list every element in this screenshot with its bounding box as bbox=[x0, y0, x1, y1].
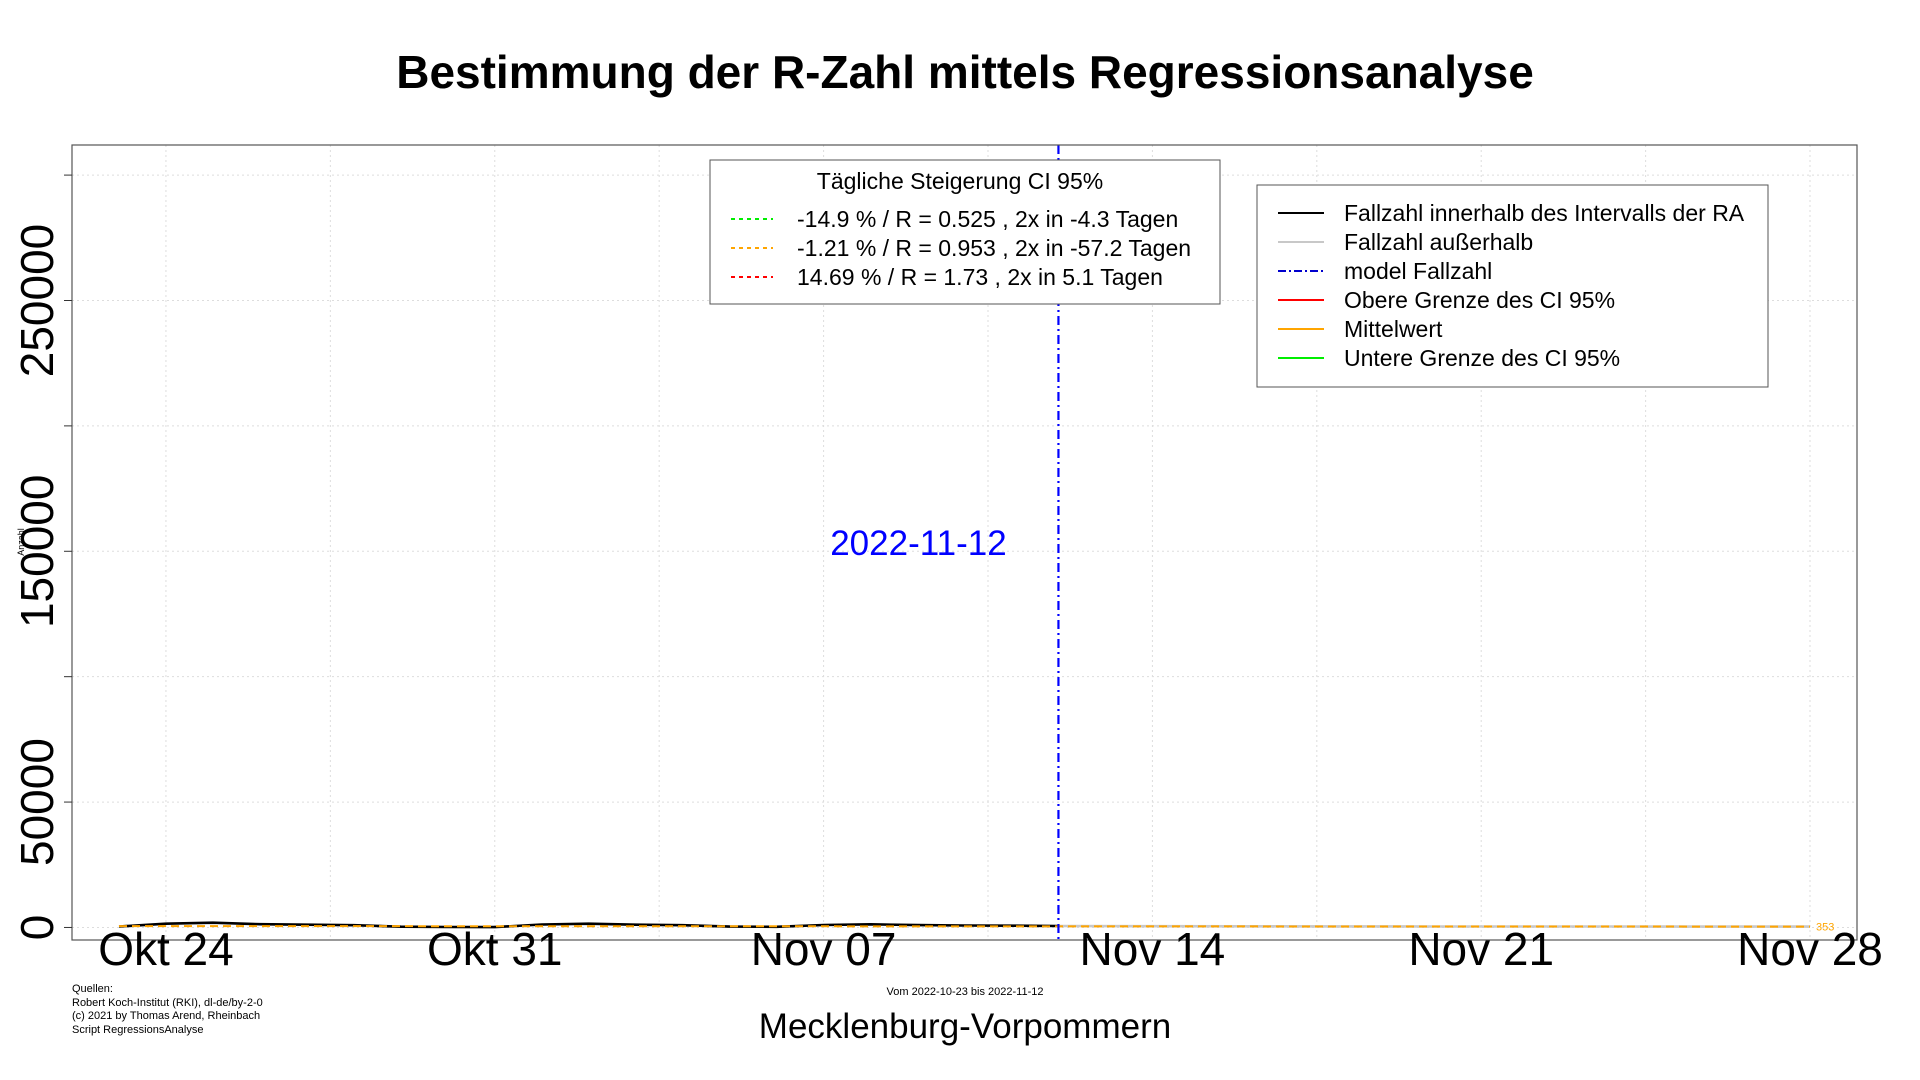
y-tick-label: 0 bbox=[11, 915, 63, 941]
sources-line: (c) 2021 by Thomas Arend, Rheinbach bbox=[72, 1010, 261, 1022]
ci-legend-entry-upper: 14.69 % / R = 1.73 , 2x in 5.1 Tagen bbox=[797, 264, 1163, 290]
ci-legend-box bbox=[709, 159, 1221, 305]
vline-layer: 2022-11-12 bbox=[830, 145, 1060, 940]
plot-frame bbox=[71, 144, 1858, 941]
y-tick-label: 150000 bbox=[11, 475, 63, 629]
date-range-caption: Vom 2022-10-23 bis 2022-11-12 bbox=[887, 986, 1044, 998]
legend-entry-mean: Mittelwert bbox=[1344, 316, 1443, 342]
legend-entry-outside: Fallzahl außerhalb bbox=[1344, 229, 1533, 255]
x-axis-label: Mecklenburg-Vorpommern bbox=[759, 1007, 1171, 1046]
ci-legend-entry-lower: -14.9 % / R = 0.525 , 2x in -4.3 Tagen bbox=[797, 206, 1178, 232]
sources-line: Quellen: bbox=[72, 983, 113, 995]
y-axis: 0 50000 150000 250000 bbox=[11, 174, 72, 941]
series-line bbox=[118, 921, 1059, 929]
x-tick-label: Nov 28 bbox=[1737, 923, 1883, 975]
legend-entry-lower: Untere Grenze des CI 95% bbox=[1344, 345, 1620, 371]
x-tick-label: Okt 31 bbox=[427, 923, 563, 975]
sources-line: Script RegressionsAnalyse bbox=[72, 1023, 204, 1036]
sources-note: Quellen: Robert Koch-Institut (RKI), dl-… bbox=[72, 983, 263, 1037]
x-tick-label: Nov 21 bbox=[1408, 923, 1554, 975]
sources-line: Robert Koch-Institut (RKI), dl-de/by-2-0 bbox=[72, 996, 263, 1009]
ci-legend: Tägliche Steigerung CI 95% -14.9 % / R =… bbox=[709, 159, 1221, 305]
y-tick-label: 250000 bbox=[11, 224, 63, 378]
series-legend: Fallzahl innerhalb des Intervalls der RA… bbox=[1256, 184, 1769, 388]
ci-legend-entry-mean: -1.21 % / R = 0.953 , 2x in -57.2 Tagen bbox=[797, 235, 1191, 261]
y-tick-label: 50000 bbox=[11, 738, 63, 866]
legend-entry-upper: Obere Grenze des CI 95% bbox=[1344, 287, 1615, 313]
x-tick-label: Nov 07 bbox=[751, 923, 897, 975]
series-legend-box bbox=[1256, 184, 1769, 388]
x-axis: Okt 24 Okt 31 Nov 07 Nov 14 Nov 21 Nov 28 bbox=[98, 923, 1883, 975]
y-axis-label: Anzahl bbox=[16, 528, 26, 556]
series-line bbox=[118, 925, 1811, 928]
series-layer bbox=[118, 921, 1811, 929]
legend-entry-inside: Fallzahl innerhalb des Intervalls der RA bbox=[1344, 200, 1745, 226]
ci-legend-title: Tägliche Steigerung CI 95% bbox=[817, 168, 1103, 194]
x-tick-label: Okt 24 bbox=[98, 923, 234, 975]
chart-title: Bestimmung der R-Zahl mittels Regression… bbox=[396, 46, 1534, 98]
x-tick-label: Nov 14 bbox=[1080, 923, 1226, 975]
legend-entry-model: model Fallzahl bbox=[1344, 258, 1492, 284]
cutoff-date-label: 2022-11-12 bbox=[830, 524, 1006, 563]
end-value-label: 353 bbox=[1816, 922, 1834, 934]
